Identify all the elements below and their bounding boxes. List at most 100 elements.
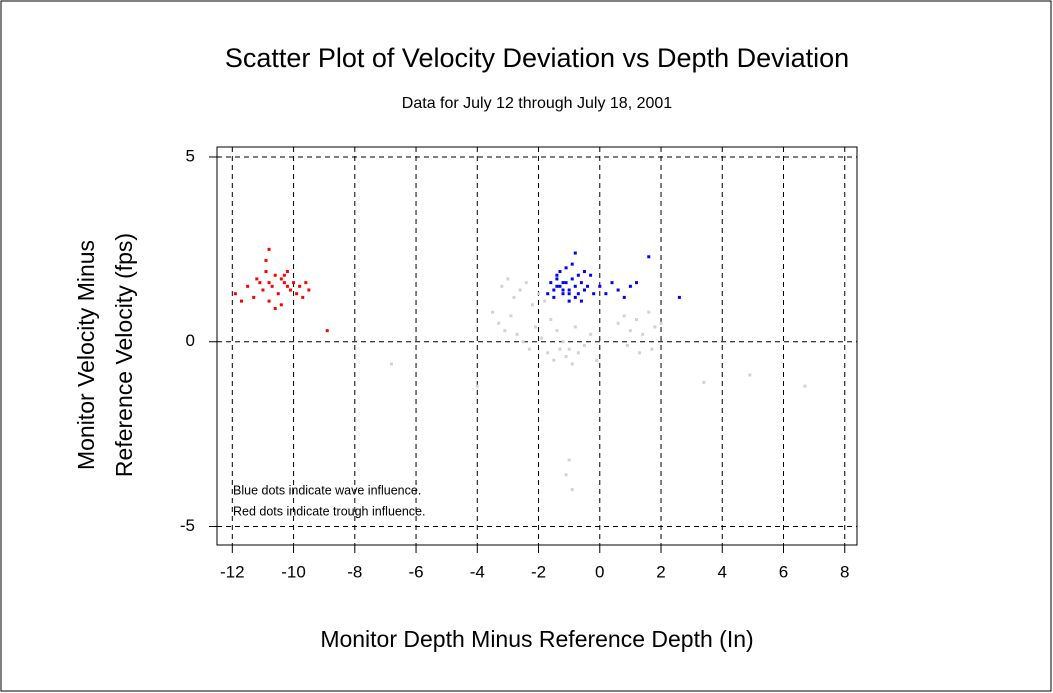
point [503,329,507,333]
point [552,295,556,299]
point [564,355,568,359]
point [233,292,237,296]
point [555,284,559,288]
point [549,281,553,285]
point [555,329,559,333]
point [628,329,632,333]
point [570,262,574,266]
point [295,292,299,296]
point [282,281,286,285]
point [567,347,571,351]
point [564,281,568,285]
point [558,347,562,351]
point [264,270,268,274]
x-tick-label: 4 [718,562,727,581]
point [546,351,550,355]
point [267,281,271,285]
point [561,292,565,296]
point [561,288,565,292]
point [573,284,577,288]
point [515,332,519,336]
point [653,325,657,329]
point [579,281,583,285]
point [537,292,541,296]
point [576,292,580,296]
point [298,284,302,288]
point [558,284,562,288]
point [500,284,504,288]
point [282,273,286,277]
point [570,488,574,492]
annotation: Blue dots indicate wave influence. [233,483,421,497]
point [576,351,580,355]
point [573,325,577,329]
point [598,284,602,288]
x-tick-label: 6 [779,562,788,581]
point [273,273,277,277]
point [616,321,620,325]
point [304,281,308,285]
point [276,292,280,296]
point [628,284,632,288]
point [570,277,574,281]
point [543,299,547,303]
point [650,347,654,351]
annotation: Red dots indicate trough influence. [233,504,426,518]
point [595,358,599,362]
point [622,314,626,318]
point [267,299,271,303]
x-tick-label: 0 [595,562,604,581]
chart-subtitle: Data for July 12 through July 18, 2001 [402,95,672,112]
point [285,270,289,274]
point [589,273,593,277]
point [390,362,394,366]
y-tick-label: 0 [186,331,195,350]
point [638,351,642,355]
point [512,295,516,299]
point [246,284,250,288]
point [292,281,296,285]
point [592,292,596,296]
point [546,292,550,296]
point [558,270,562,274]
x-tick-label: -10 [281,562,306,581]
point [264,258,268,262]
point [582,270,586,274]
point [635,318,639,322]
point [582,288,586,292]
point [255,277,259,281]
point [552,288,556,292]
point [491,310,495,314]
point [573,295,577,299]
point [307,288,311,292]
point [803,384,807,388]
point [497,321,501,325]
point [239,299,243,303]
point [252,295,256,299]
point [647,255,651,259]
point [616,288,620,292]
point [647,310,651,314]
point [567,292,571,296]
point [258,281,262,285]
point [506,277,510,281]
point [589,332,593,336]
y-tick-label: -5 [180,516,195,535]
point [279,303,283,307]
point [540,336,544,340]
point [573,251,577,255]
point [555,273,559,277]
point [564,266,568,270]
point [567,299,571,303]
point [521,340,525,344]
point [555,277,559,281]
point [267,247,271,251]
point [270,284,274,288]
point [561,281,565,285]
point [509,314,513,318]
point [549,318,553,322]
y-axis-label: Reference Velocity (fps) [111,233,137,477]
plot-frame [216,146,858,546]
point [641,332,645,336]
